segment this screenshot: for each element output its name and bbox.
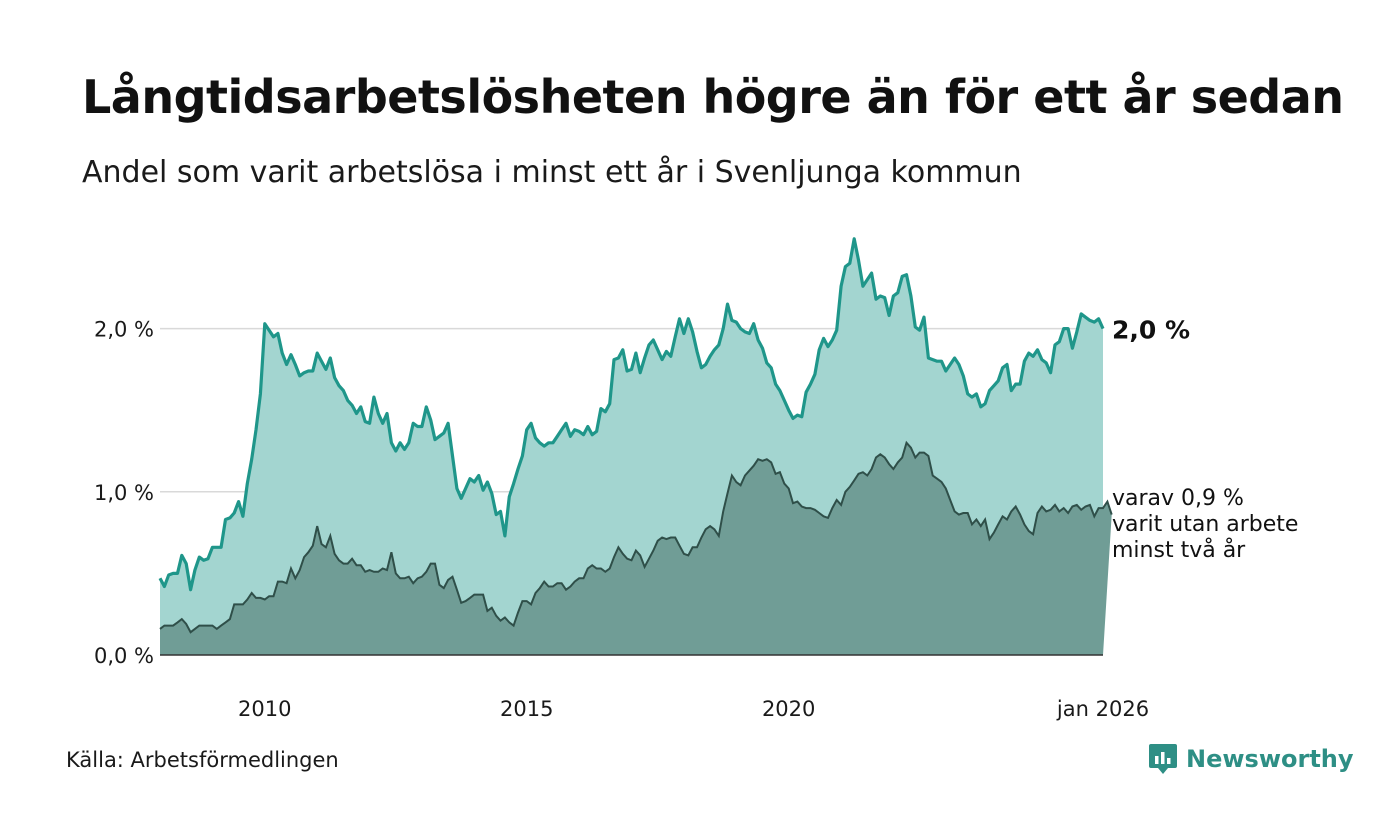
newsworthy-logo-icon [1149, 744, 1177, 774]
sub-label-line: minst två år [1112, 537, 1246, 563]
source-note: Källa: Arbetsförmedlingen [66, 748, 339, 772]
area-two-years-unemployed [160, 442, 1112, 655]
x-tick-label: 2015 [500, 697, 553, 721]
sub-label-line: varit utan arbete [1112, 512, 1298, 537]
line-long-term-unemployed [158, 237, 1105, 592]
x-tick-label: jan 2026 [1056, 697, 1149, 721]
y-axis-ticks: 0,0 % 1,0 % 2,0 % [94, 318, 154, 668]
y-tick-label: 1,0 % [94, 481, 154, 505]
y-tick-label: 2,0 % [94, 318, 154, 342]
x-tick-label: 2010 [238, 697, 291, 721]
brand-logo: Newsworthy [1148, 742, 1354, 776]
y-tick-label: 0,0 % [94, 644, 154, 668]
brand-name: Newsworthy [1186, 745, 1354, 773]
chart-title: Långtidsarbetslösheten högre än för ett … [82, 70, 1344, 124]
line-two-years-unemployed [159, 440, 1113, 634]
x-axis-ticks: 2010 2015 2020 jan 2026 [238, 697, 1149, 721]
sub-label-line: varav 0,9 % [1112, 486, 1244, 511]
end-value-label: 2,0 % [1112, 316, 1190, 345]
x-tick-label: 2020 [762, 697, 815, 721]
sub-series-label: varav 0,9 % varit utan arbete minst två år [1112, 486, 1298, 563]
chart-subtitle: Andel som varit arbetslösa i minst ett å… [82, 155, 1022, 190]
